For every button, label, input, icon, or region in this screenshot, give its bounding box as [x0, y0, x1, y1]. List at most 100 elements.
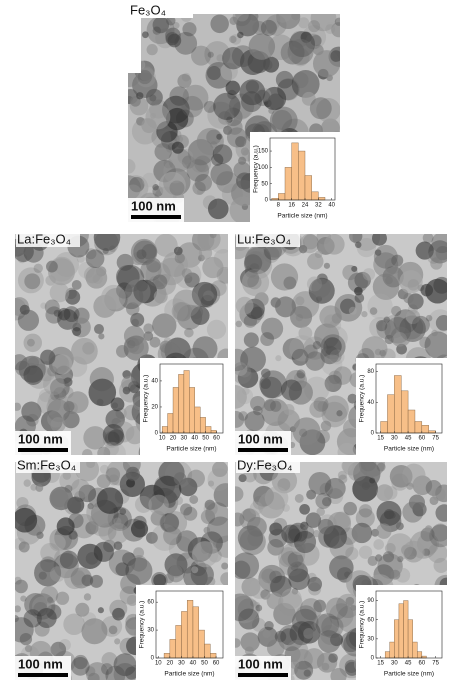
- particle: [152, 274, 168, 290]
- particle: [376, 523, 392, 539]
- histogram-bar: [394, 375, 402, 434]
- particle: [163, 526, 182, 546]
- particle: [98, 522, 117, 541]
- particle: [85, 249, 105, 269]
- particle: [176, 135, 184, 143]
- particle: [125, 466, 140, 481]
- particle: [281, 524, 301, 544]
- histogram-bar: [284, 167, 292, 201]
- particle: [87, 503, 94, 510]
- particle: [116, 253, 134, 271]
- particle: [341, 462, 353, 472]
- particle: [358, 504, 373, 518]
- particle: [280, 379, 302, 401]
- particle: [382, 266, 404, 288]
- particle: [23, 333, 43, 353]
- particle: [323, 234, 345, 255]
- y-tick-label: 100: [258, 165, 269, 171]
- particle: [294, 493, 304, 503]
- particle: [347, 393, 358, 404]
- particle: [242, 387, 250, 395]
- particle: [112, 512, 129, 530]
- particle: [384, 334, 395, 345]
- particle: [64, 484, 73, 493]
- particle: [206, 65, 222, 80]
- particle: [397, 556, 404, 563]
- particle: [337, 442, 357, 455]
- particle: [235, 560, 251, 580]
- particle: [15, 617, 34, 643]
- particle: [327, 488, 344, 505]
- histogram-bar: [398, 603, 404, 659]
- particle: [133, 279, 157, 304]
- particle: [115, 562, 130, 577]
- particle: [85, 267, 108, 289]
- particle: [103, 442, 126, 455]
- particle: [82, 448, 93, 455]
- particle: [171, 141, 184, 154]
- y-tick-label: 0: [151, 656, 155, 662]
- histogram-bar: [175, 625, 182, 659]
- particle: [240, 632, 260, 652]
- particle: [232, 14, 251, 27]
- particle: [152, 26, 162, 35]
- particle: [253, 14, 281, 34]
- scale-bar: [131, 215, 181, 219]
- particle: [153, 289, 168, 304]
- y-tick-label: 50: [261, 181, 268, 187]
- x-tick-label: 60: [418, 661, 425, 667]
- particle: [429, 496, 439, 506]
- particle: [303, 669, 311, 677]
- particle: [345, 546, 359, 561]
- particle: [70, 657, 90, 676]
- particle: [96, 487, 124, 514]
- particle: [78, 484, 97, 503]
- y-axis-label: Frequency (a.u.): [359, 375, 366, 423]
- y-tick-label: 60: [367, 617, 374, 623]
- x-tick-label: 15: [377, 436, 384, 442]
- particle: [326, 21, 335, 30]
- particle: [324, 326, 348, 350]
- y-tick-label: 0: [371, 431, 375, 437]
- x-tick-label: 45: [405, 436, 412, 442]
- particle: [18, 355, 46, 383]
- particle: [63, 306, 80, 323]
- particle: [15, 402, 22, 411]
- particle: [305, 351, 325, 371]
- particle: [405, 309, 421, 325]
- particle: [261, 317, 284, 340]
- histogram-bar: [417, 651, 423, 659]
- particle: [328, 370, 343, 385]
- plot-frame: [269, 137, 336, 201]
- particle: [36, 531, 44, 539]
- particle: [18, 541, 30, 553]
- particle: [249, 501, 264, 515]
- y-tick-label: 80: [367, 369, 374, 375]
- particle: [259, 370, 287, 399]
- particle: [85, 248, 97, 260]
- particle: [361, 482, 370, 491]
- particle: [311, 278, 331, 298]
- particle: [260, 368, 271, 379]
- particle: [369, 477, 376, 484]
- label-background: [236, 458, 300, 473]
- particle: [85, 662, 109, 680]
- particle: [208, 480, 215, 487]
- histogram-bar: [403, 600, 409, 659]
- particle: [226, 127, 248, 148]
- particle: [104, 441, 119, 455]
- image-blank-corner: [128, 14, 141, 73]
- particle: [96, 474, 111, 489]
- particle: [63, 613, 85, 636]
- particle: [205, 576, 216, 587]
- particle: [59, 550, 79, 570]
- particle: [312, 340, 322, 350]
- particle: [71, 337, 98, 365]
- histogram-bar: [304, 175, 312, 201]
- particle: [168, 148, 192, 172]
- particle: [351, 265, 358, 272]
- particle: [112, 607, 125, 621]
- particle: [171, 302, 190, 321]
- particle: [225, 80, 241, 96]
- histogram-bar: [186, 600, 194, 659]
